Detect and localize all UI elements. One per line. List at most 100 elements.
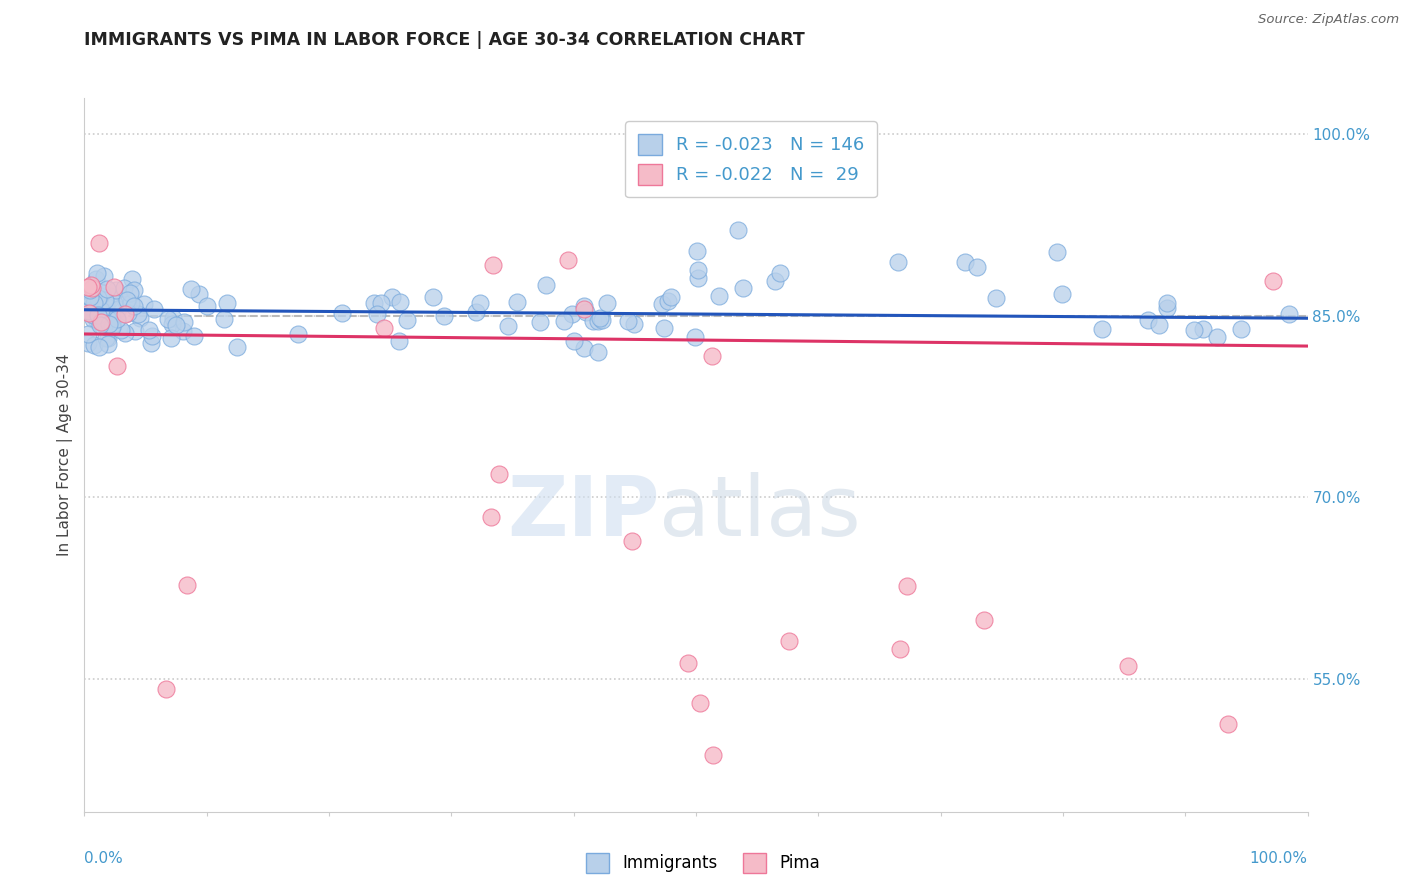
- Point: [468, 295, 491, 310]
- Point: [1046, 245, 1069, 260]
- Point: [115, 293, 138, 308]
- Point: [77, 304, 100, 318]
- Point: [678, 656, 700, 670]
- Point: [77, 326, 100, 341]
- Point: [91, 285, 114, 300]
- Point: [93, 316, 115, 330]
- Point: [215, 296, 238, 310]
- Text: atlas: atlas: [659, 472, 860, 552]
- Point: [94, 315, 117, 329]
- Point: [572, 300, 595, 314]
- Point: [90, 285, 112, 300]
- Point: [114, 326, 136, 340]
- Point: [422, 289, 444, 303]
- Point: [87, 291, 110, 305]
- Y-axis label: In Labor Force | Age 30-34: In Labor Force | Age 30-34: [58, 353, 73, 557]
- Legend: R = -0.023   N = 146, R = -0.022   N =  29: R = -0.023 N = 146, R = -0.022 N = 29: [626, 121, 877, 197]
- Point: [707, 288, 730, 302]
- Point: [97, 317, 120, 331]
- Point: [100, 318, 122, 332]
- Point: [121, 272, 143, 286]
- Point: [561, 307, 583, 321]
- Point: [77, 302, 100, 317]
- Text: Source: ZipAtlas.com: Source: ZipAtlas.com: [1258, 13, 1399, 27]
- Text: 100.0%: 100.0%: [1250, 851, 1308, 866]
- Point: [1090, 322, 1112, 336]
- Point: [122, 283, 145, 297]
- Point: [86, 266, 108, 280]
- Point: [496, 319, 519, 334]
- Point: [101, 318, 124, 333]
- Point: [591, 312, 613, 326]
- Point: [657, 293, 679, 308]
- Point: [388, 334, 411, 348]
- Point: [1156, 296, 1178, 310]
- Point: [381, 290, 404, 304]
- Point: [96, 331, 118, 345]
- Point: [686, 244, 709, 259]
- Point: [973, 614, 995, 628]
- Point: [287, 326, 309, 341]
- Point: [90, 315, 112, 329]
- Point: [77, 299, 100, 313]
- Point: [731, 281, 754, 295]
- Point: [183, 328, 205, 343]
- Point: [77, 306, 100, 320]
- Point: [107, 301, 129, 316]
- Point: [586, 314, 609, 328]
- Point: [432, 309, 454, 323]
- Point: [702, 747, 724, 762]
- Point: [984, 291, 1007, 305]
- Point: [83, 338, 105, 352]
- Point: [396, 313, 419, 327]
- Point: [1263, 273, 1285, 287]
- Point: [77, 280, 100, 294]
- Point: [686, 263, 709, 277]
- Point: [96, 312, 118, 326]
- Point: [112, 281, 135, 295]
- Point: [79, 283, 101, 297]
- Point: [122, 299, 145, 313]
- Point: [889, 642, 911, 657]
- Point: [80, 277, 103, 292]
- Point: [1136, 313, 1159, 327]
- Point: [896, 579, 918, 593]
- Point: [141, 328, 163, 343]
- Point: [132, 297, 155, 311]
- Point: [506, 294, 529, 309]
- Point: [162, 310, 184, 325]
- Point: [1147, 318, 1170, 333]
- Point: [616, 314, 638, 328]
- Point: [156, 312, 179, 326]
- Point: [582, 314, 605, 328]
- Point: [778, 633, 800, 648]
- Point: [623, 318, 645, 332]
- Point: [1191, 322, 1213, 336]
- Point: [87, 290, 110, 304]
- Point: [689, 696, 711, 710]
- Point: [225, 340, 247, 354]
- Point: [86, 314, 108, 328]
- Point: [953, 254, 976, 268]
- Point: [103, 296, 125, 310]
- Point: [93, 269, 115, 284]
- Point: [363, 295, 385, 310]
- Point: [87, 308, 110, 322]
- Point: [96, 320, 118, 334]
- Point: [479, 510, 502, 524]
- Point: [96, 283, 118, 297]
- Point: [129, 311, 152, 326]
- Point: [117, 306, 139, 320]
- Point: [557, 252, 579, 267]
- Point: [370, 296, 392, 310]
- Point: [195, 299, 218, 313]
- Point: [77, 336, 100, 351]
- Point: [96, 299, 118, 313]
- Point: [98, 292, 121, 306]
- Point: [87, 236, 110, 251]
- Point: [620, 534, 643, 549]
- Point: [1116, 658, 1139, 673]
- Point: [1278, 307, 1301, 321]
- Point: [659, 290, 682, 304]
- Point: [93, 318, 115, 332]
